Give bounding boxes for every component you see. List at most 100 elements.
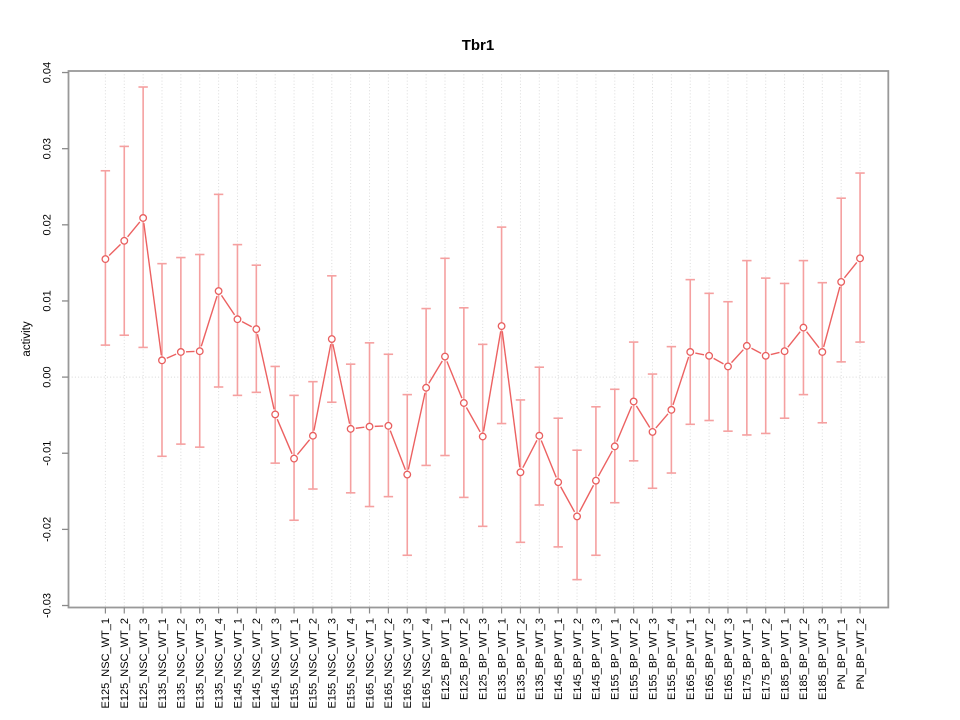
y-tick-label: 0.04 bbox=[42, 62, 54, 83]
data-point-marker bbox=[761, 351, 770, 360]
x-tick-label: E185_BP_WT_2 bbox=[798, 618, 810, 700]
data-point-marker bbox=[139, 214, 148, 222]
series-line-segment bbox=[465, 407, 481, 433]
series-line-segment bbox=[108, 243, 122, 256]
series-line-segment bbox=[220, 294, 236, 316]
series-line-segment bbox=[166, 353, 177, 359]
data-point-marker bbox=[120, 236, 129, 245]
data-point-marker bbox=[176, 348, 185, 356]
x-tick-label: E165_BP_WT_2 bbox=[704, 618, 716, 700]
x-tick-label: E125_BP_WT_2 bbox=[459, 618, 471, 700]
x-tick-label: E165_NSC_WT_3 bbox=[402, 618, 414, 709]
plot-frame bbox=[67, 70, 890, 609]
series-line-segment bbox=[296, 439, 311, 456]
data-point-marker bbox=[742, 341, 751, 350]
x-tick-label: E145_NSC_WT_1 bbox=[232, 618, 244, 709]
data-point-marker bbox=[271, 410, 280, 419]
series-line-segment bbox=[407, 392, 426, 470]
series-line-segment bbox=[428, 360, 443, 384]
series-line-segment bbox=[713, 357, 724, 365]
y-tick-label: 0.03 bbox=[42, 138, 54, 159]
y-tick-label: -0.01 bbox=[42, 441, 54, 466]
series-line-segment bbox=[241, 321, 253, 328]
x-tick-label: E145_NSC_WT_3 bbox=[270, 618, 282, 709]
data-point-marker bbox=[290, 454, 299, 463]
series-line-segment bbox=[822, 286, 841, 348]
x-tick-label: E155_NSC_WT_4 bbox=[345, 618, 357, 709]
series-line-segment bbox=[501, 331, 521, 468]
series-line-segment bbox=[446, 361, 463, 399]
x-tick-label: E175_BP_WT_1 bbox=[742, 618, 754, 700]
series-line-segment bbox=[616, 405, 633, 442]
x-tick-label: E145_NSC_WT_2 bbox=[251, 618, 263, 709]
data-point-marker bbox=[705, 351, 714, 360]
data-point-marker bbox=[856, 254, 864, 263]
x-tick-label: E135_NSC_WT_4 bbox=[213, 618, 225, 709]
data-point-marker bbox=[101, 255, 110, 264]
data-point-marker bbox=[648, 427, 657, 436]
x-tick-label: E165_NSC_WT_1 bbox=[364, 618, 376, 709]
x-tick-label: PN_BP_WT_1 bbox=[836, 618, 848, 690]
series-line-segment bbox=[635, 405, 651, 428]
x-tick-label: E165_NSC_WT_4 bbox=[421, 618, 433, 709]
chart-title: Tbr1 bbox=[462, 37, 495, 54]
y-tick-label: 0.02 bbox=[42, 214, 54, 235]
x-tick-label: E125_NSC_WT_3 bbox=[138, 618, 150, 709]
data-point-marker bbox=[441, 352, 449, 361]
series-line-segment bbox=[695, 352, 705, 356]
data-point-marker bbox=[478, 432, 487, 441]
data-point-marker bbox=[233, 315, 242, 324]
x-tick-label: E155_BP_WT_2 bbox=[628, 618, 640, 700]
series-line-segment bbox=[560, 486, 576, 513]
data-point-marker bbox=[308, 431, 317, 440]
data-point-marker bbox=[365, 422, 374, 431]
x-tick-label: E155_BP_WT_1 bbox=[610, 618, 622, 700]
x-tick-label: E155_NSC_WT_3 bbox=[327, 618, 339, 709]
data-point-marker bbox=[591, 476, 600, 485]
x-tick-label: E185_BP_WT_1 bbox=[779, 618, 791, 700]
data-point-marker bbox=[686, 348, 695, 356]
x-tick-label: E135_NSC_WT_2 bbox=[176, 618, 188, 709]
series-line-segment bbox=[276, 418, 293, 455]
data-point-marker bbox=[252, 325, 261, 334]
data-point-marker bbox=[346, 424, 355, 433]
data-point-marker bbox=[837, 277, 846, 286]
y-tick-label: -0.03 bbox=[42, 593, 54, 618]
series-line-segment bbox=[540, 440, 557, 478]
data-point-marker bbox=[516, 468, 525, 477]
series-line-segment bbox=[482, 331, 502, 432]
data-point-marker bbox=[535, 431, 544, 440]
series-line-segment bbox=[672, 356, 690, 406]
x-tick-label: E135_NSC_WT_1 bbox=[157, 618, 169, 709]
series-line-segment bbox=[355, 426, 365, 429]
data-point-marker bbox=[610, 442, 619, 451]
series-line-segment bbox=[127, 221, 141, 238]
x-tick-label: E125_BP_WT_1 bbox=[440, 618, 452, 700]
series-line-segment bbox=[522, 440, 538, 468]
x-tick-label: E145_BP_WT_3 bbox=[591, 618, 603, 700]
x-tick-label: E175_BP_WT_2 bbox=[761, 618, 773, 700]
x-tick-label: E135_NSC_WT_3 bbox=[195, 618, 207, 709]
data-point-marker bbox=[195, 347, 204, 356]
x-tick-label: E155_BP_WT_3 bbox=[647, 618, 659, 700]
data-point-marker bbox=[497, 322, 506, 331]
x-tick-label: E155_BP_WT_4 bbox=[666, 618, 678, 700]
series-line-segment bbox=[200, 295, 218, 347]
data-point-marker bbox=[214, 287, 223, 296]
x-tick-label: E135_BP_WT_3 bbox=[534, 618, 546, 700]
data-point-marker bbox=[554, 478, 563, 487]
series-line-segment bbox=[143, 223, 163, 356]
series-line-segment bbox=[597, 450, 613, 477]
series-line-segment bbox=[806, 331, 820, 349]
data-point-marker bbox=[818, 348, 827, 356]
series-line-segment bbox=[313, 343, 332, 431]
data-point-marker bbox=[422, 383, 431, 392]
series-line-segment bbox=[256, 334, 275, 410]
data-point-marker bbox=[384, 421, 393, 430]
data-point-marker bbox=[459, 399, 468, 407]
x-tick-label: E165_BP_WT_1 bbox=[685, 618, 697, 700]
series-line-segment bbox=[332, 343, 351, 424]
x-tick-label: E185_BP_WT_3 bbox=[817, 618, 829, 700]
series-line-segment bbox=[655, 413, 669, 429]
